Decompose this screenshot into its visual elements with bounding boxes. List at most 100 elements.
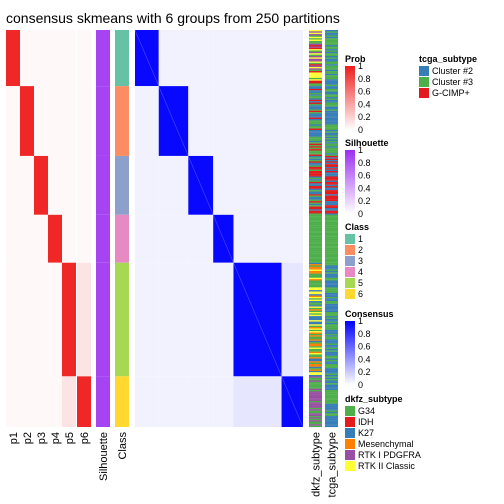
column-label-p5: p5 xyxy=(64,432,76,444)
tcga-subtype-cell xyxy=(325,291,338,293)
dkfz-subtype-cell xyxy=(309,112,322,114)
consensus-block-3-1 xyxy=(135,155,159,215)
dkfz-subtype-cell xyxy=(309,387,322,389)
dkfz-subtype-cell xyxy=(309,249,322,251)
consensus-block-5-2 xyxy=(158,262,189,377)
dkfz-subtype-cell xyxy=(309,227,322,229)
tcga-subtype-cell xyxy=(325,175,338,177)
legend-consensus-tick: 0.2 xyxy=(358,367,371,377)
tcga-subtype-cell xyxy=(325,270,338,273)
dkfz-subtype-cell xyxy=(309,320,322,322)
dkfz-subtype-cell xyxy=(309,309,322,311)
dkfz-subtype-cell xyxy=(309,327,322,329)
tcga-subtype-cell xyxy=(325,143,338,146)
tcga-subtype-cell xyxy=(325,309,338,311)
dkfz-subtype-cell xyxy=(309,338,322,340)
dkfz-subtype-cell xyxy=(309,98,322,100)
dkfz-subtype-cell xyxy=(309,333,322,336)
legend-class-swatch xyxy=(345,245,355,255)
dkfz-subtype-cell xyxy=(309,43,322,46)
dkfz-subtype-cell xyxy=(309,329,322,332)
dkfz-subtype-cell xyxy=(309,56,322,58)
column-label-p4: p4 xyxy=(50,432,62,444)
tcga-subtype-cell xyxy=(325,131,338,133)
tcga-subtype-cell xyxy=(325,422,338,425)
consensus-block-4-3 xyxy=(188,214,214,263)
dkfz-subtype-cell xyxy=(309,92,322,95)
dkfz-subtype-cell xyxy=(309,114,322,117)
silhouette-cell-class-2 xyxy=(96,86,110,156)
tcga-subtype-cell xyxy=(325,58,338,61)
tcga-subtype-cell xyxy=(325,153,338,155)
tcga-subtype-cell xyxy=(325,283,338,285)
tcga-subtype-cell xyxy=(325,106,338,109)
column-label-tcga-subtype: tcga_subtype xyxy=(327,432,339,497)
dkfz-subtype-cell xyxy=(309,294,322,296)
tcga-subtype-cell xyxy=(325,144,338,147)
dkfz-subtype-cell xyxy=(309,102,322,105)
prob-cell-p1-class-4 xyxy=(6,214,20,263)
tcga-subtype-cell xyxy=(325,155,338,158)
dkfz-subtype-cell xyxy=(309,165,322,167)
tcga-subtype-cell xyxy=(325,292,338,295)
dkfz-subtype-cell xyxy=(309,131,322,133)
tcga-subtype-cell xyxy=(325,344,338,347)
dkfz-subtype-cell xyxy=(309,84,322,87)
tcga-subtype-cell xyxy=(325,192,338,195)
prob-cell-p5-class-4 xyxy=(62,214,76,263)
dkfz-subtype-cell xyxy=(309,406,322,408)
legend-dkfz-subtype-label: IDH xyxy=(358,417,374,427)
dkfz-subtype-cell xyxy=(309,295,322,298)
dkfz-subtype-cell xyxy=(309,277,322,280)
tcga-subtype-cell xyxy=(325,213,338,215)
dkfz-subtype-cell xyxy=(309,417,322,419)
dkfz-subtype-cell xyxy=(309,231,322,233)
dkfz-subtype-cell xyxy=(309,336,322,339)
tcga-subtype-cell xyxy=(325,280,338,282)
consensus-block-6-3 xyxy=(188,376,214,427)
tcga-subtype-cell xyxy=(325,328,338,330)
tcga-subtype-cell xyxy=(325,294,338,296)
tcga-subtype-cell xyxy=(325,372,338,374)
dkfz-subtype-cell xyxy=(309,296,322,299)
tcga-subtype-cell xyxy=(325,325,338,328)
tcga-subtype-cell xyxy=(325,369,338,371)
tcga-subtype-cell xyxy=(325,132,338,135)
prob-cell-p2-class-5 xyxy=(20,262,34,377)
dkfz-subtype-cell xyxy=(309,288,322,291)
dkfz-subtype-cell xyxy=(309,212,322,214)
dkfz-subtype-cell xyxy=(309,60,322,62)
legend-prob-tick: 0.2 xyxy=(358,112,371,122)
tcga-subtype-cell xyxy=(325,385,338,388)
dkfz-subtype-cell xyxy=(309,303,322,306)
tcga-subtype-cell xyxy=(325,327,338,329)
consensus-block-3-4 xyxy=(213,155,234,215)
legend-silhouette-tick: 0.2 xyxy=(358,196,371,206)
tcga-subtype-cell xyxy=(325,72,338,74)
dkfz-subtype-cell xyxy=(309,101,322,103)
tcga-subtype-cell xyxy=(325,421,338,423)
dkfz-subtype-cell xyxy=(309,265,322,267)
tcga-subtype-cell xyxy=(325,198,338,200)
dkfz-subtype-cell xyxy=(309,68,322,70)
dkfz-subtype-cell xyxy=(309,64,322,66)
dkfz-subtype-cell xyxy=(309,361,322,363)
dkfz-subtype-cell xyxy=(309,46,322,48)
legend-tcga-subtype-swatch xyxy=(419,88,429,98)
tcga-subtype-cell xyxy=(325,255,338,258)
tcga-subtype-cell xyxy=(325,124,338,126)
dkfz-subtype-cell xyxy=(309,65,322,68)
dkfz-subtype-cell xyxy=(309,380,322,382)
tcga-subtype-cell xyxy=(325,379,338,381)
dkfz-subtype-cell xyxy=(309,110,322,113)
dkfz-subtype-cell xyxy=(309,134,322,136)
dkfz-subtype-cell xyxy=(309,157,322,159)
tcga-subtype-cell xyxy=(325,97,338,99)
dkfz-subtype-cell xyxy=(309,138,322,140)
legend-class-swatch xyxy=(345,234,355,244)
tcga-subtype-cell xyxy=(325,35,338,37)
dkfz-subtype-cell xyxy=(309,332,322,335)
tcga-subtype-cell xyxy=(325,377,338,380)
tcga-subtype-cell xyxy=(325,65,338,68)
tcga-subtype-cell xyxy=(325,264,338,266)
